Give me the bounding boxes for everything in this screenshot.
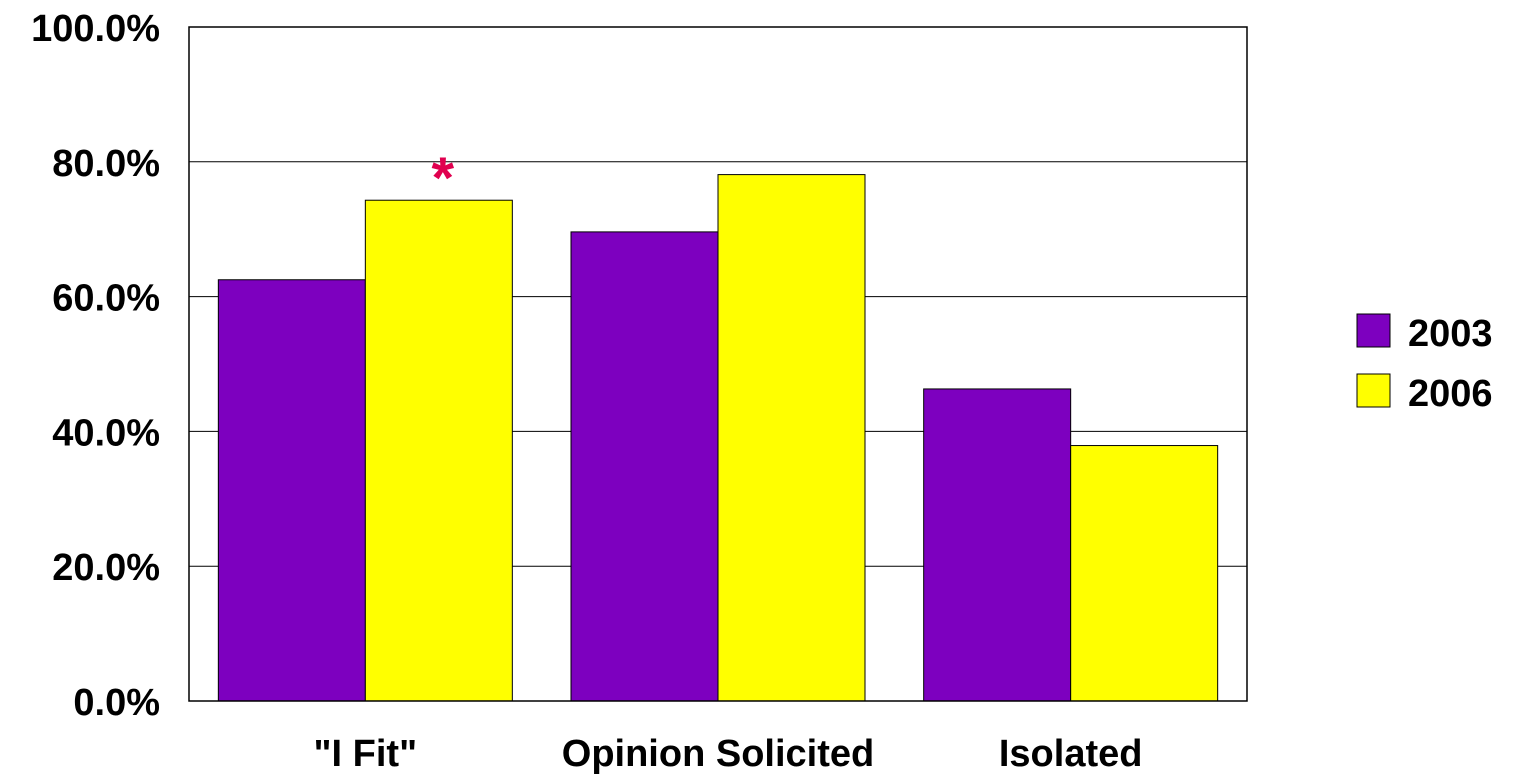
bar-2006-0 <box>364 199 513 702</box>
bar-2003-0 <box>217 279 366 702</box>
legend-label: 2003 <box>1408 313 1493 355</box>
x-tick-label: Isolated <box>999 733 1143 775</box>
bar-2006-2 <box>1070 445 1219 702</box>
legend: 2003 2006 <box>1356 313 1493 415</box>
legend-label: 2006 <box>1408 373 1493 415</box>
y-tick-label: 60.0% <box>52 278 160 320</box>
bar-2003-1 <box>570 231 719 702</box>
legend-swatch-2003 <box>1356 313 1391 348</box>
y-tick-label: 0.0% <box>73 682 160 724</box>
bars <box>217 174 1219 702</box>
significance-asterisk: * <box>432 146 455 211</box>
y-tick-label: 20.0% <box>52 547 160 589</box>
y-tick-label: 80.0% <box>52 143 160 185</box>
y-axis-tick-labels: 0.0% 20.0% 40.0% 60.0% 80.0% 100.0% <box>31 8 160 724</box>
annotations: * <box>432 146 455 211</box>
x-tick-label: "I Fit" <box>314 733 418 775</box>
y-tick-label: 40.0% <box>52 412 160 454</box>
bar-2006-1 <box>717 174 866 702</box>
y-tick-label: 100.0% <box>31 8 160 50</box>
x-axis-tick-labels: "I Fit" Opinion Solicited Isolated <box>314 733 1143 775</box>
x-tick-label: Opinion Solicited <box>562 733 874 775</box>
plot-frame <box>188 26 1248 702</box>
legend-swatch-2006 <box>1356 373 1391 408</box>
bar-2003-2 <box>923 388 1072 702</box>
